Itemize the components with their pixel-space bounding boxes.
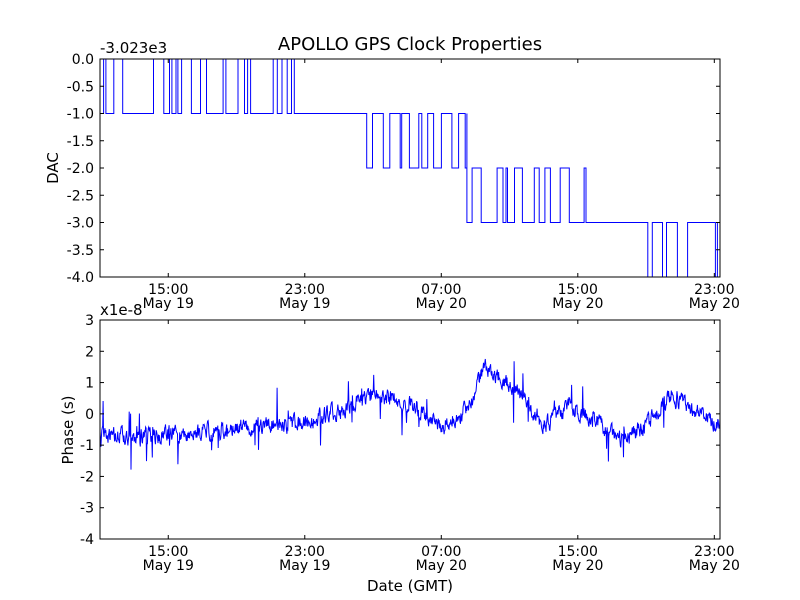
phase-series-layer	[99, 358, 721, 470]
dac-y-tick-label: -1.0	[67, 107, 94, 123]
dac-y-tick-label: 0.0	[72, 52, 94, 68]
dac-y-tick-label: -0.5	[67, 79, 94, 95]
phase-x-tick-time: 07:00	[421, 544, 461, 560]
dac-panel: 0.0 -0.5 -1.0 -1.5 -2.0 -2.5 -3.0 -3.5 -4.0 15:00…	[44, 39, 740, 312]
phase-y-tick-label: 3	[85, 313, 94, 329]
dac-ticks-layer: 0.0 -0.5 -1.0 -1.5 -2.0 -2.5 -3.0 -3.5 -4.0 15:00…	[67, 52, 740, 312]
phase-y-tick-label: 2	[85, 344, 94, 360]
dac-x-tick-date: May 19	[279, 296, 330, 312]
phase-x-tick-time: 23:00	[285, 544, 325, 560]
phase-y-tick-label: 0	[85, 407, 94, 423]
dac-x-tick-time: 15:00	[558, 282, 598, 298]
dac-ylabel: DAC	[44, 152, 62, 184]
dac-x-tick-date: May 19	[143, 296, 194, 312]
phase-x-tick-date: May 19	[279, 558, 330, 574]
phase-x-tick-time: 23:00	[694, 544, 734, 560]
dac-series-line	[100, 58, 720, 278]
dac-x-tick-time: 07:00	[421, 282, 461, 298]
phase-y-tick-label: -2	[80, 469, 94, 485]
phase-x-tick-date: May 20	[552, 558, 603, 574]
phase-axes-frame	[99, 319, 721, 540]
phase-x-tick-date: May 20	[416, 558, 467, 574]
phase-y-tick-label: -4	[80, 532, 94, 548]
phase-series-line	[99, 358, 721, 470]
dac-series-layer	[100, 58, 720, 278]
phase-xlabel: Date (GMT)	[367, 577, 453, 595]
dac-x-tick-date: May 20	[689, 296, 740, 312]
dac-x-tick-date: May 20	[416, 296, 467, 312]
phase-y-tick-label: -1	[80, 438, 94, 454]
phase-x-tick-date: May 20	[689, 558, 740, 574]
dac-x-tick-time: 23:00	[694, 282, 734, 298]
dac-x-tick-time: 15:00	[148, 282, 188, 298]
phase-offset-label: x1e-8	[100, 301, 143, 319]
dac-y-tick-label: -3.0	[67, 216, 94, 232]
phase-x-tick-time: 15:00	[558, 544, 598, 560]
dac-offset-label: -3.023e3	[100, 39, 167, 57]
chart-title: APOLLO GPS Clock Properties	[278, 34, 542, 55]
dac-y-tick-label: -3.5	[67, 243, 94, 259]
dac-x-tick-date: May 20	[552, 296, 603, 312]
dac-y-tick-label: -1.5	[67, 134, 94, 150]
dac-y-tick-label: -2.5	[67, 188, 94, 204]
dac-y-tick-label: -2.0	[67, 161, 94, 177]
phase-x-tick-time: 15:00	[148, 544, 188, 560]
phase-ylabel: Phase (s)	[59, 395, 77, 464]
phase-x-tick-date: May 19	[143, 558, 194, 574]
dac-y-tick-label: -4.0	[67, 270, 94, 286]
phase-y-tick-label: -3	[80, 501, 94, 517]
dac-x-tick-time: 23:00	[285, 282, 325, 298]
phase-y-tick-label: 1	[85, 376, 94, 392]
